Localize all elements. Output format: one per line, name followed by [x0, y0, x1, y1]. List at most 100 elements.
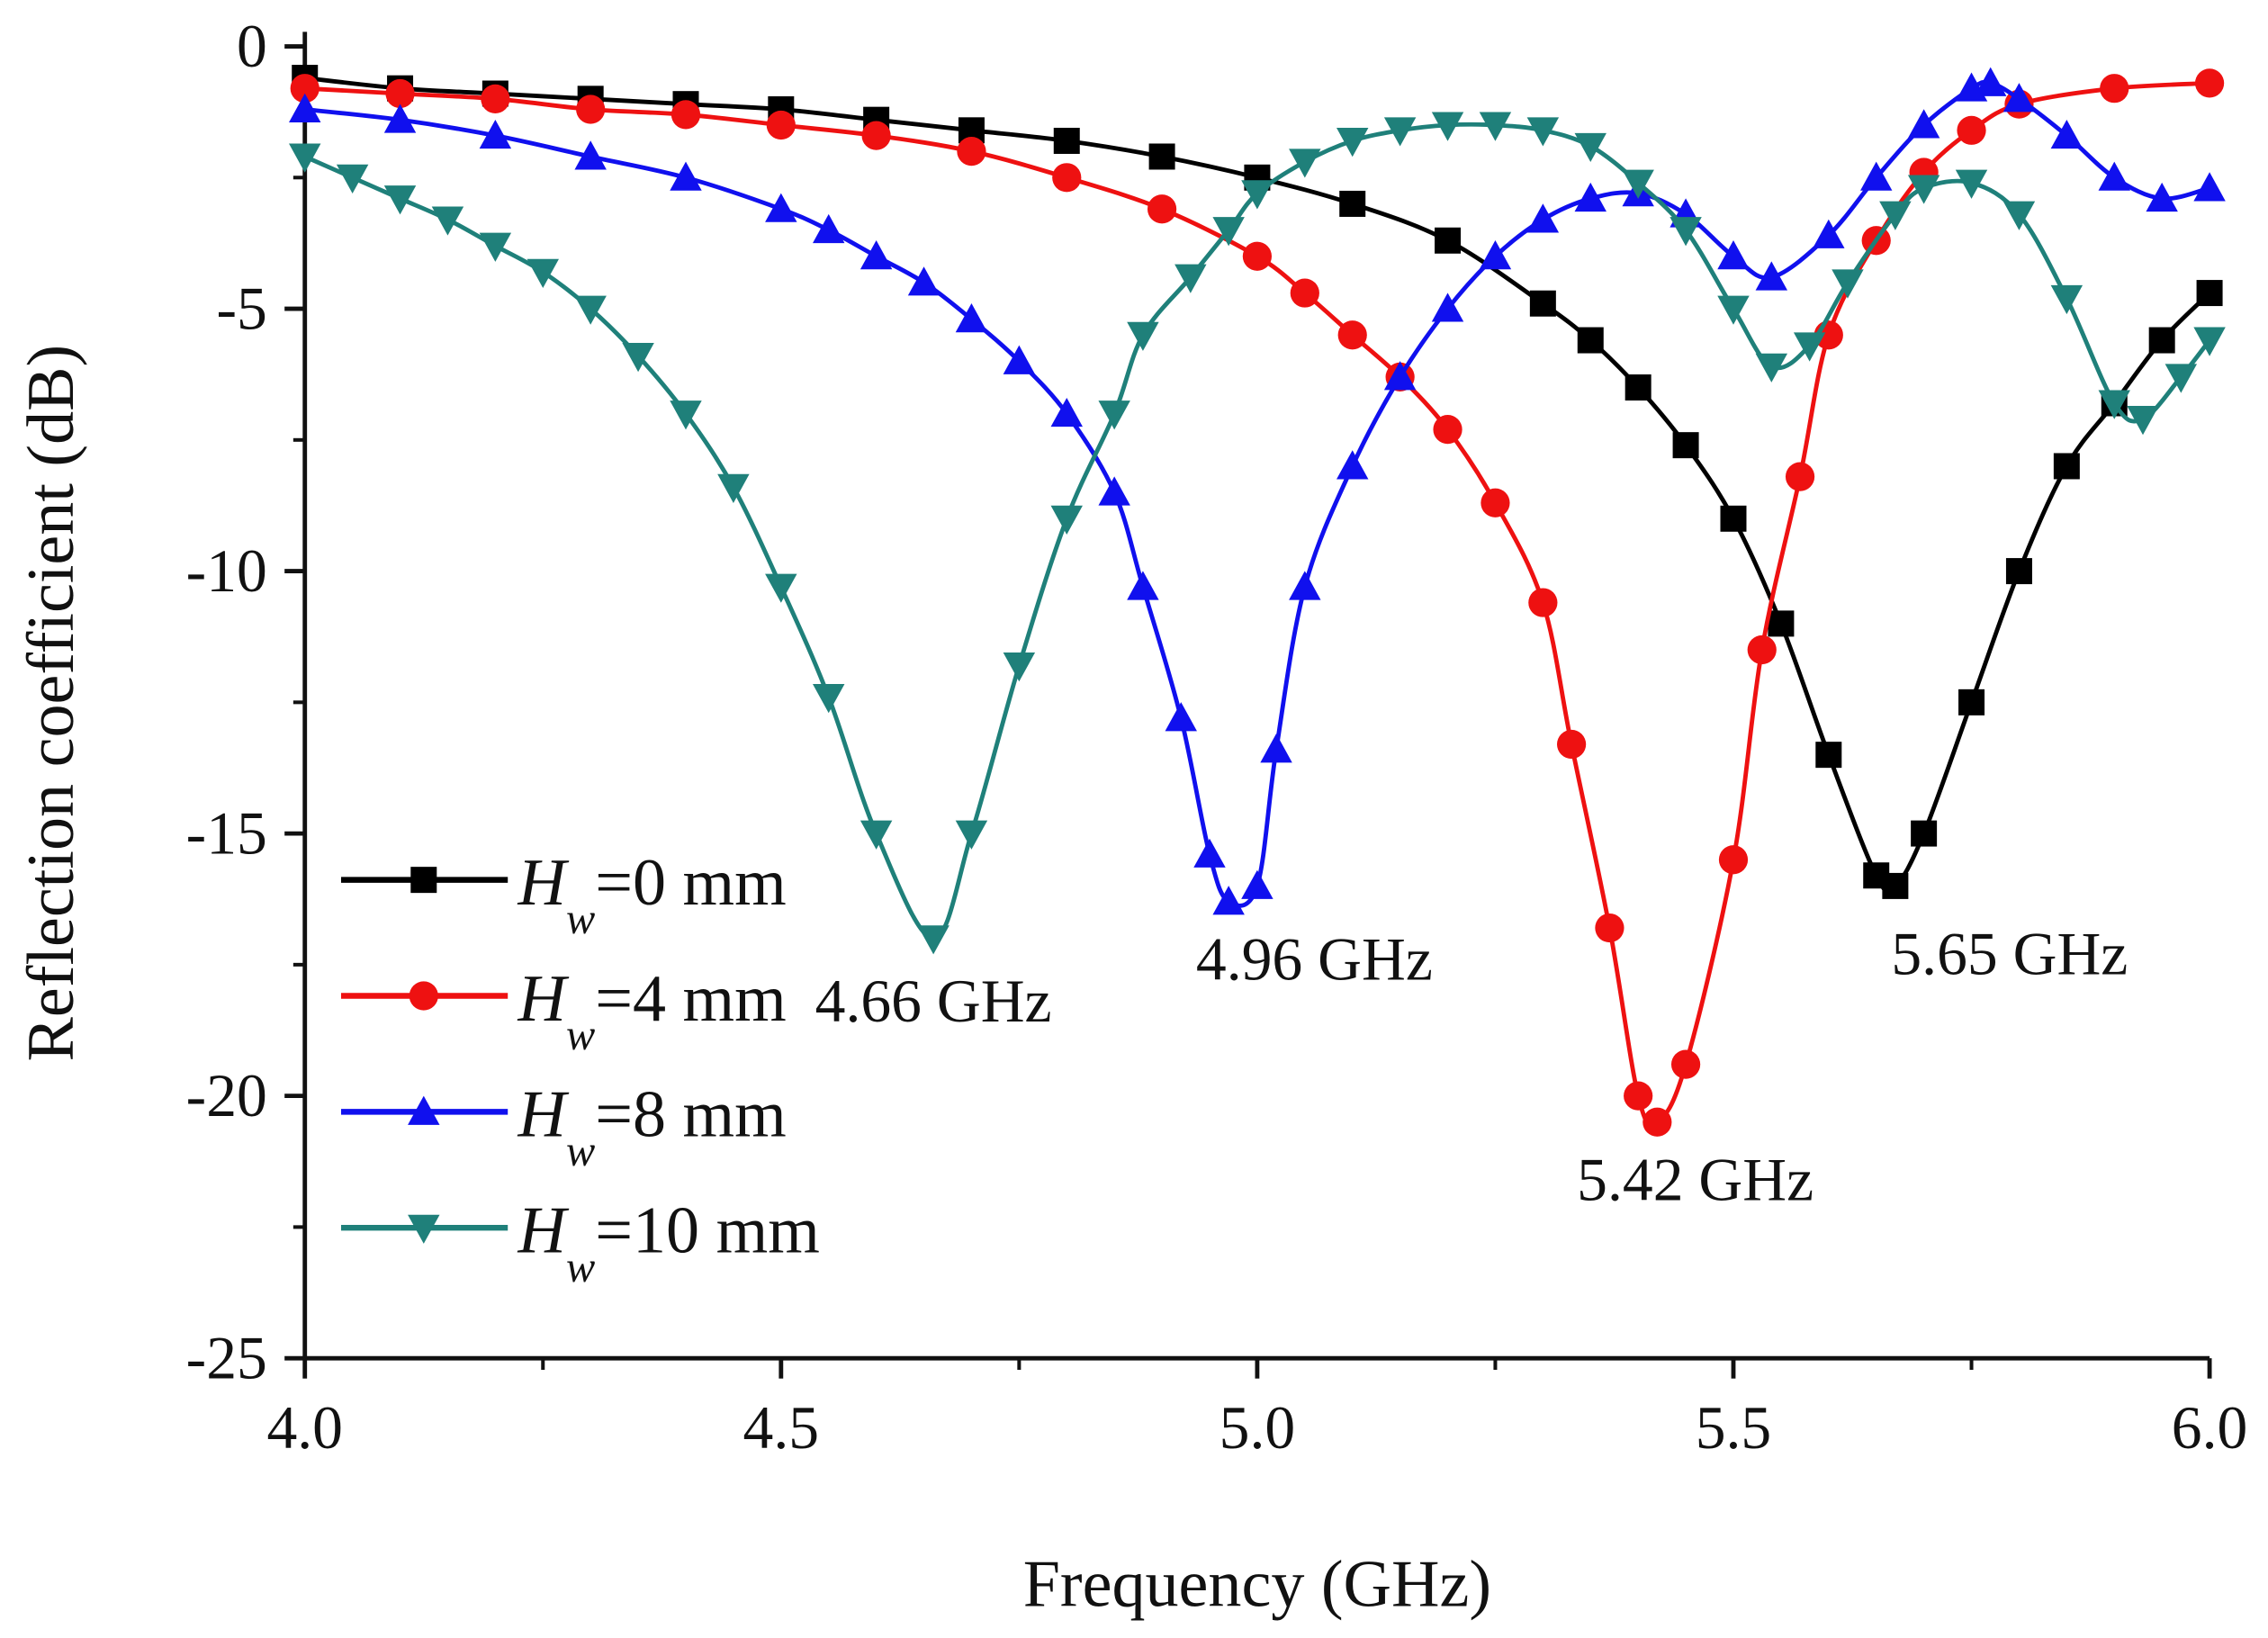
legend: Hw=0 mm Hw=4 mm Hw=8 mm Hw=10 mm [340, 846, 820, 1292]
data-point-triangle-down [2127, 406, 2159, 436]
data-point-circle [1785, 462, 1815, 491]
data-point-square [1815, 742, 1842, 769]
data-point-triangle-down [1003, 652, 1036, 682]
data-point-square [2196, 280, 2223, 307]
data-point-triangle-down [1622, 169, 1654, 199]
data-point-circle [1528, 588, 1558, 617]
data-point-triangle-down [1127, 321, 1159, 351]
data-point-circle [766, 110, 796, 140]
data-point-triangle-down [1479, 112, 1512, 141]
data-point-triangle-up [670, 161, 702, 191]
data-point-circle [1595, 913, 1624, 943]
data-point-circle [1718, 845, 1749, 875]
y-tick-label: -10 [186, 537, 267, 605]
resonance-annotation: 5.42 GHz [1577, 1146, 1814, 1213]
legend-label: Hw=4 mm [517, 962, 786, 1059]
data-point-triangle-up [479, 119, 512, 149]
data-point-triangle-up [1383, 361, 1417, 391]
data-point-triangle-down [2050, 284, 2084, 315]
data-point-triangle-up [2002, 83, 2036, 112]
data-point-triangle-down [1289, 148, 1321, 178]
series-line [304, 80, 2210, 1128]
data-point-triangle-up [1755, 261, 1788, 291]
data-point-triangle-down [1755, 353, 1788, 382]
data-point-triangle-up [860, 240, 893, 270]
data-point-square [1339, 190, 1366, 217]
data-point-triangle-up [955, 303, 988, 333]
data-point-triangle-down [2193, 327, 2226, 356]
data-point-triangle-up [408, 1095, 440, 1125]
data-point-triangle-down [1526, 117, 1560, 147]
legend-label: Hw=8 mm [517, 1078, 786, 1175]
y-tick-label: 0 [237, 13, 267, 80]
data-point-triangle-down [1955, 169, 1988, 199]
data-point-triangle-up [1003, 345, 1036, 374]
series-group [289, 65, 2226, 1137]
data-point-triangle-down [1336, 127, 1369, 158]
data-point-triangle-up [2050, 119, 2084, 149]
x-tick-label: 4.5 [743, 1394, 820, 1462]
data-point-triangle-up [1260, 734, 1292, 763]
annotations: 4.66 GHz 4.96 GHz 5.42 GHz 5.65 GHz [815, 921, 2128, 1214]
y-tick-label: -5 [217, 275, 267, 343]
data-point-triangle-down [1212, 217, 1245, 247]
data-point-triangle-up [574, 140, 607, 170]
x-tick-label: 5.0 [1220, 1394, 1296, 1462]
legend-label: Hw=0 mm [517, 846, 786, 943]
data-point-triangle-down [1832, 269, 1864, 299]
data-point-circle [1052, 163, 1082, 193]
data-point-triangle-down [765, 573, 797, 603]
data-point-triangle-down [622, 343, 654, 373]
data-point-triangle-up [1127, 571, 1159, 600]
data-point-triangle-up [1098, 476, 1130, 506]
series-hw-4-mm [290, 68, 2225, 1137]
data-point-circle [1747, 634, 1777, 665]
data-point-circle [1624, 1081, 1653, 1111]
data-point-circle [1242, 241, 1273, 271]
data-point-circle [1290, 278, 1319, 308]
data-point-triangle-up [1165, 702, 1197, 732]
data-point-square [410, 867, 437, 894]
data-point-triangle-down [1879, 201, 1912, 230]
data-point-triangle-down [1907, 175, 1940, 204]
data-point-circle [409, 981, 438, 1011]
data-point-triangle-up [2146, 182, 2178, 212]
data-point-triangle-up [813, 213, 845, 244]
resonance-annotation: 4.96 GHz [1196, 926, 1433, 994]
data-point-triangle-up [1241, 869, 1274, 899]
data-point-triangle-down [2164, 364, 2198, 393]
legend-label: Hw=10 mm [517, 1194, 819, 1292]
legend-item: Hw=0 mm [340, 846, 787, 943]
data-point-triangle-up [1479, 240, 1512, 270]
data-point-square [1911, 820, 1938, 847]
data-point-triangle-down [670, 400, 702, 430]
data-point-triangle-up [1974, 67, 2007, 96]
data-point-square [1882, 872, 1909, 899]
x-tick-label: 5.5 [1696, 1394, 1772, 1462]
data-point-triangle-down [2002, 201, 2036, 230]
data-point-triangle-down [2098, 390, 2130, 419]
resonance-annotation: 5.65 GHz [1891, 921, 2128, 988]
data-point-circle [1957, 115, 1986, 145]
data-point-triangle-up [1574, 182, 1606, 212]
data-point-triangle-up [383, 104, 417, 133]
data-point-triangle-up [1431, 292, 1464, 322]
data-point-square [2005, 558, 2032, 585]
data-point-triangle-down [1670, 217, 1702, 247]
resonance-annotation: 4.66 GHz [815, 968, 1052, 1035]
data-point-triangle-down [289, 143, 321, 173]
data-point-circle [481, 84, 510, 113]
data-point-circle [1480, 488, 1510, 518]
data-point-circle [1337, 320, 1367, 350]
data-point-triangle-down [1098, 400, 1130, 430]
data-point-circle [1642, 1107, 1672, 1137]
data-point-triangle-up [2098, 161, 2130, 191]
data-point-triangle-down [479, 232, 512, 262]
data-point-triangle-up [1860, 161, 1893, 191]
y-tick-label: -15 [186, 800, 267, 868]
data-point-square [1435, 227, 1462, 254]
data-point-triangle-down [1431, 112, 1464, 141]
x-tick-label: 4.0 [266, 1394, 343, 1462]
data-point-triangle-down [574, 295, 607, 325]
data-point-triangle-down [1383, 117, 1417, 147]
